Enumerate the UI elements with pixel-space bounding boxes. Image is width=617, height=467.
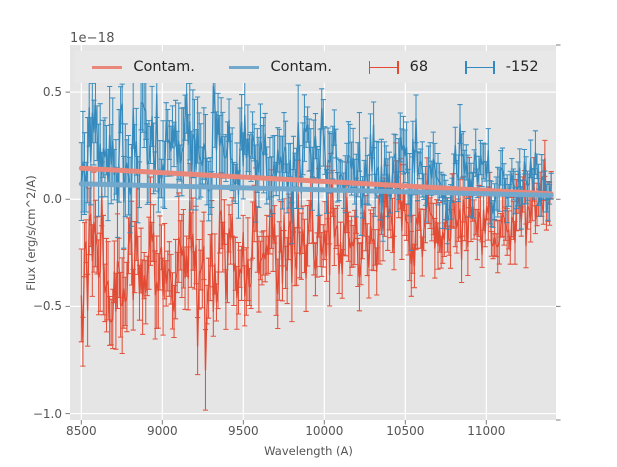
legend-label: 68 [409,59,429,75]
legend-label: -152 [505,59,539,75]
y-tick-label: −0.5 [32,299,62,314]
y-axis-label: Flux (erg/s/cm^2/A) [24,175,38,291]
legend-entry[interactable]: Contam. [229,59,332,75]
legend-entry[interactable]: 68 [367,59,428,75]
axis-ticks [65,44,561,425]
data-series-layer [78,53,554,411]
x-tick-label: 9000 [147,424,178,438]
legend-errorbar-cap-r [492,60,495,74]
x-tick-label: 9500 [228,424,259,438]
legend-entry[interactable]: -152 [463,59,539,75]
x-tick-label: 8500 [66,424,97,438]
y-tick-label: −1.0 [32,406,62,421]
legend-errorbar-swatch [367,60,401,75]
legend-errorbar-swatch [463,60,497,75]
legend-errorbar-bar [464,66,495,69]
x-tick-label: 10000 [305,424,344,438]
y-tick-label: 0.0 [42,192,62,207]
x-tick-label: 11000 [467,424,506,438]
legend-errorbar-cap-l [464,60,467,74]
y-tick-label: 0.5 [42,85,62,100]
legend-errorbar-cap-r [396,60,399,74]
legend-label: Contam. [270,59,332,75]
legend-label: Contam. [133,59,195,75]
legend[interactable]: Contam. Contam. 68 -152 [75,51,556,83]
series-contam-152 [78,181,554,198]
y-axis-offset-text: 1e−18 [70,31,115,46]
series-contam-68 [78,165,554,197]
x-axis-label: Wavelength (A) [264,444,353,458]
legend-entry[interactable]: Contam. [92,59,195,75]
legend-line-swatch [92,65,123,69]
legend-errorbar-bar [368,66,399,69]
legend-errorbar-cap-l [368,60,371,74]
x-tick-label: 10500 [386,424,425,438]
legend-line-swatch [229,65,260,69]
